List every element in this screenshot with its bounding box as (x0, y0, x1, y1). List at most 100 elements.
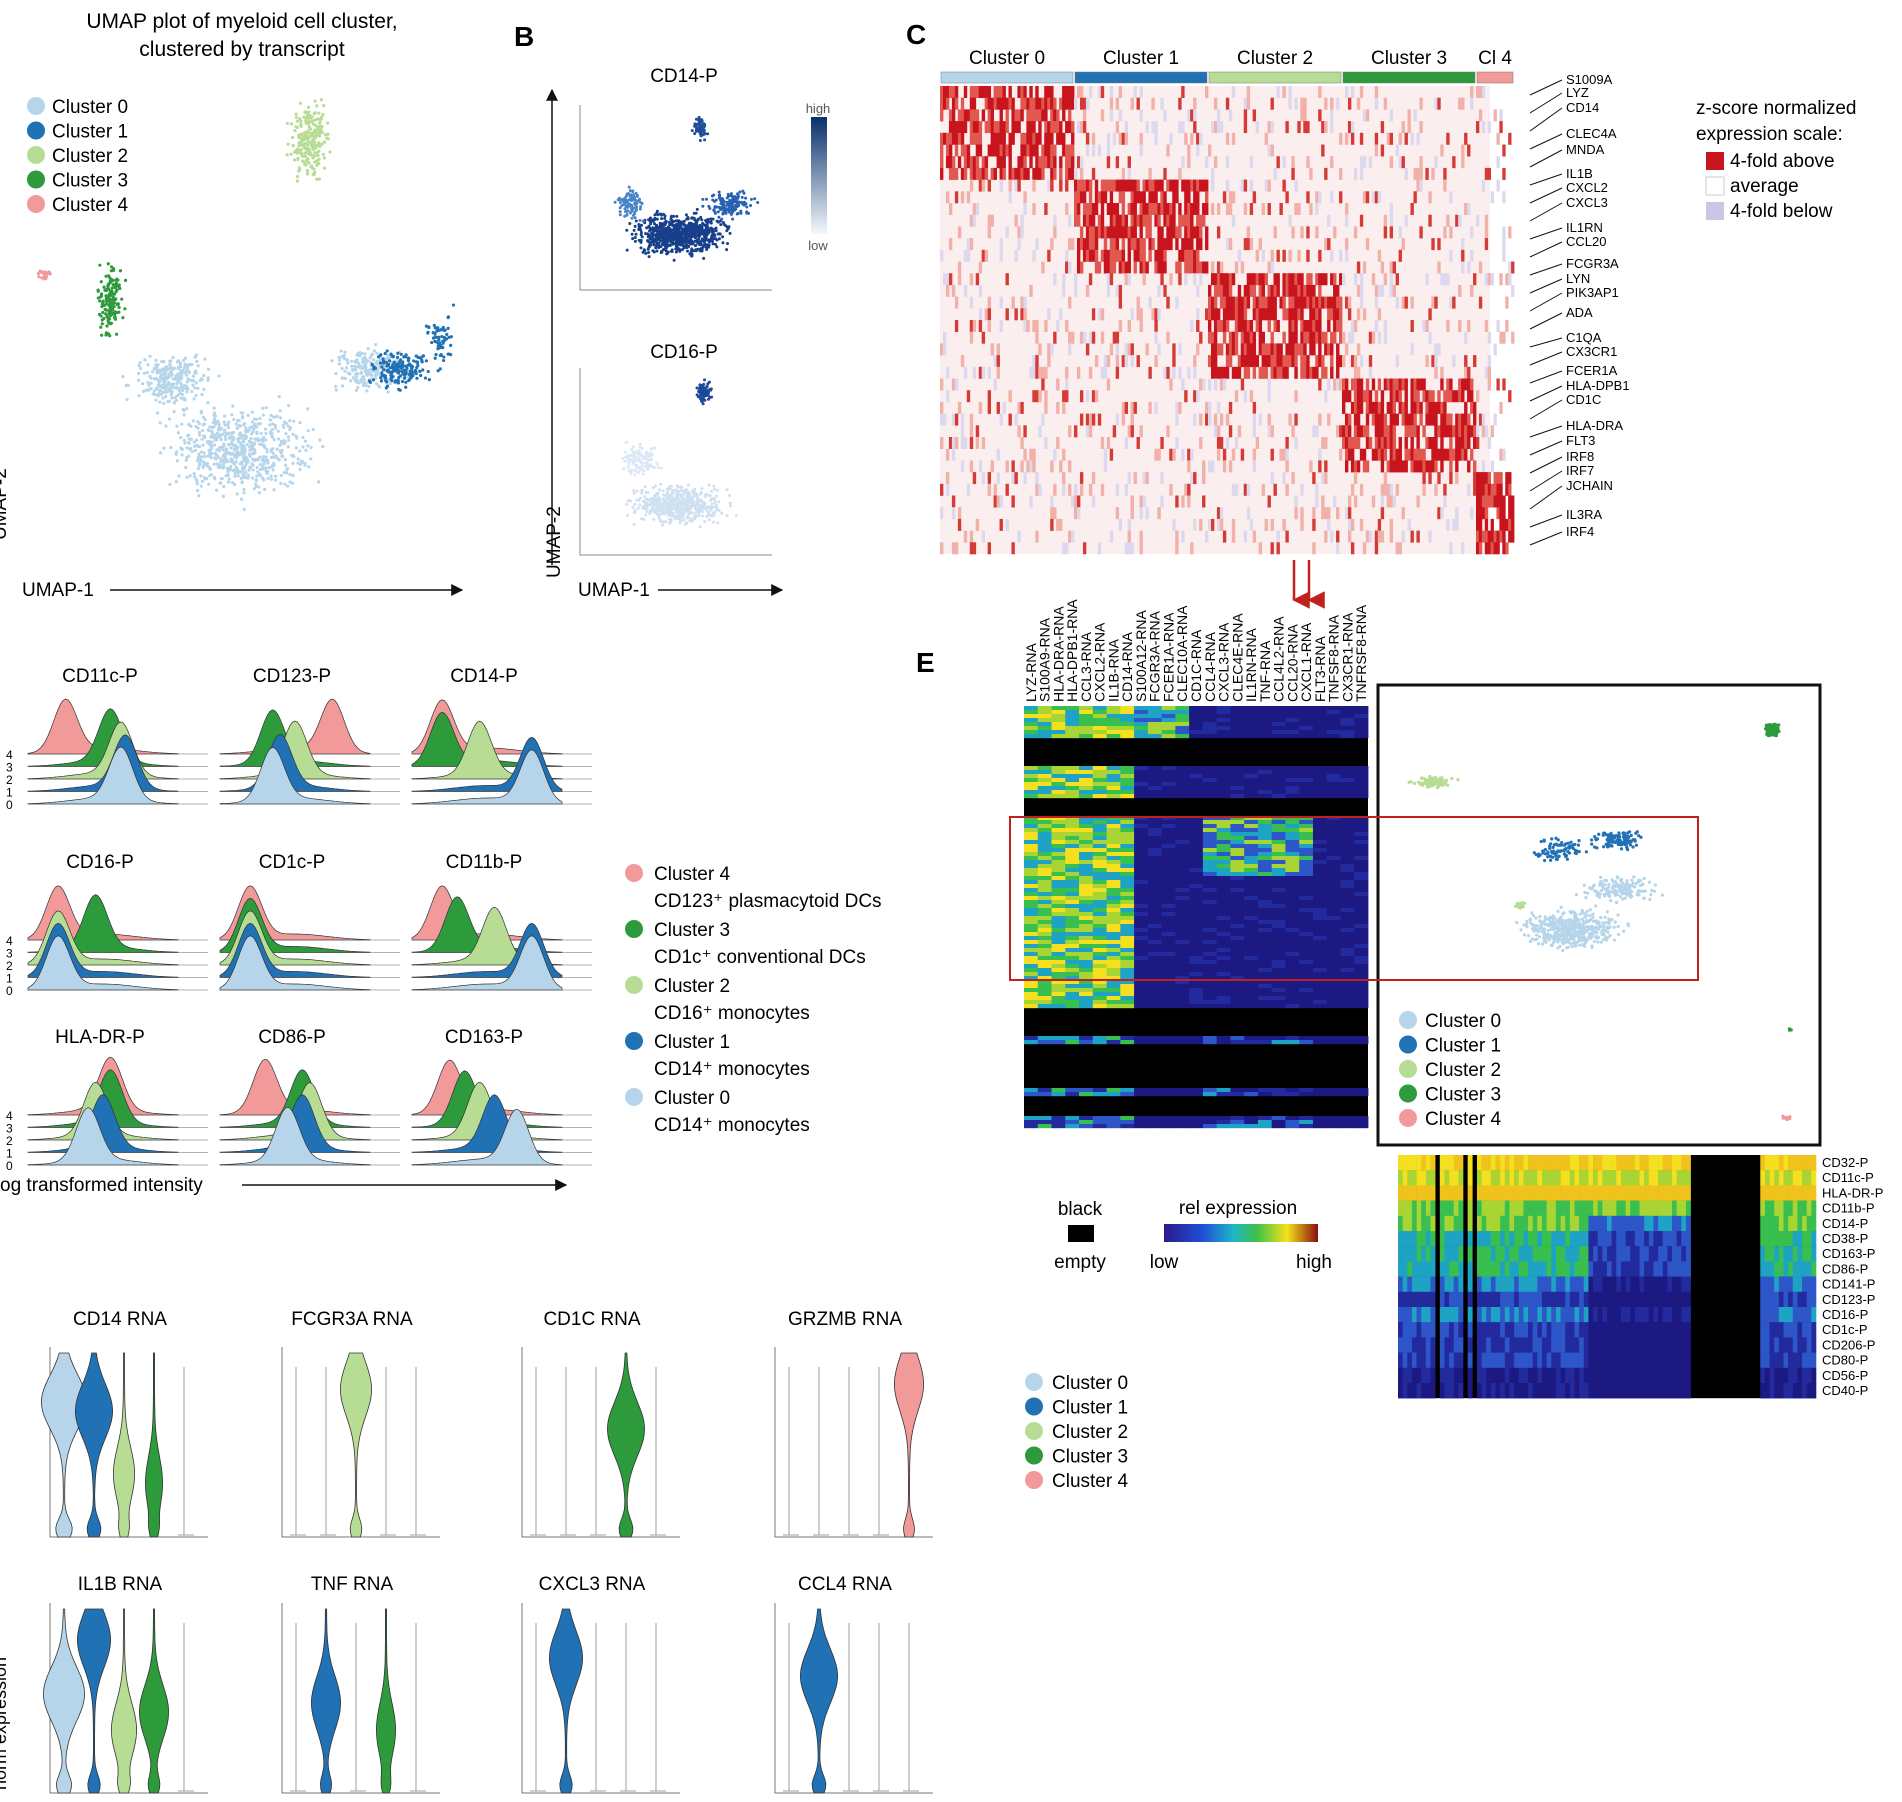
heatmap-cell (1163, 191, 1167, 204)
point-cluster-0 (256, 470, 260, 474)
point-cluster-2 (306, 157, 310, 161)
heatmap-cell (1035, 156, 1039, 169)
heatmap-cell (972, 97, 977, 110)
cd14-point (647, 255, 651, 259)
heatmap-cell (1324, 97, 1328, 110)
heatmap-cell (1190, 214, 1194, 227)
heatmap-cell (1151, 238, 1155, 251)
heatmap-cell (1166, 296, 1170, 309)
heatmap-cell (1478, 86, 1483, 98)
heatmap-cell (1065, 179, 1069, 192)
point-cluster-0 (194, 393, 198, 398)
heatmap-cell (1020, 214, 1024, 227)
heatmap-cell (999, 296, 1003, 309)
heatmap-cell (1085, 343, 1090, 356)
cd14-point (736, 211, 740, 215)
point-cluster-0 (155, 371, 159, 375)
heatmap-cell (1017, 86, 1021, 98)
heatmap-cell (1050, 238, 1054, 251)
heatmap-cell (1076, 191, 1081, 204)
cd14-point (625, 213, 629, 217)
heatmap-cell (1392, 261, 1396, 274)
heatmap-cell (1121, 191, 1126, 204)
cd14-point (707, 204, 711, 208)
heatmap-cell (1091, 132, 1096, 145)
point-cluster-0 (375, 359, 379, 363)
heatmap-cell (1362, 261, 1367, 274)
point-cluster-1 (449, 343, 453, 348)
heatmap-cell (1151, 308, 1155, 321)
heatmap-cell (999, 167, 1003, 180)
point-cluster-0 (142, 371, 146, 375)
cd14-point (655, 242, 659, 246)
heatmap-cell (1216, 343, 1221, 356)
heatmap-cell (1154, 179, 1158, 192)
cd14-point (715, 219, 719, 223)
heatmap-cell (1377, 284, 1382, 297)
heatmap-cell (1216, 284, 1221, 297)
heatmap-cell (975, 86, 980, 98)
heatmap-cell (1029, 86, 1033, 98)
cd14-point (647, 224, 651, 228)
cd16-point (666, 487, 670, 491)
heatmap-cell (1499, 273, 1503, 286)
point-cluster-0 (226, 423, 230, 427)
heatmap-cell (1026, 109, 1030, 122)
heatmap-cell (1085, 179, 1090, 192)
cd14-point (670, 228, 674, 232)
heatmap-cell (1267, 320, 1271, 332)
heatmap-cell (1288, 320, 1292, 332)
heatmap-cell (999, 132, 1003, 145)
cd16-point (704, 388, 708, 392)
heatmap-cell (1359, 214, 1364, 227)
heatmap-cell (1478, 261, 1483, 274)
cd14-point (680, 220, 684, 224)
heatmap-cell (1005, 121, 1009, 134)
heatmap-cell (1169, 132, 1173, 145)
heatmap-cell (1285, 273, 1289, 286)
cd14-point (730, 212, 734, 216)
heatmap-cell (945, 97, 950, 110)
point-cluster-2 (307, 119, 311, 124)
heatmap-cell (1065, 86, 1069, 98)
point-cluster-3 (96, 296, 100, 300)
heatmap-cell (1205, 156, 1209, 169)
heatmap-cell (1094, 179, 1099, 192)
heatmap-cell (1187, 238, 1191, 251)
point-cluster-3 (104, 274, 108, 278)
point-cluster-0 (272, 455, 276, 459)
point-cluster-0 (151, 370, 155, 374)
point-cluster-1 (446, 315, 451, 319)
point-cluster-2 (317, 161, 321, 166)
point-cluster-0 (164, 394, 168, 398)
point-cluster-0 (193, 371, 197, 375)
heatmap-cell (975, 121, 980, 134)
point-cluster-0 (286, 435, 291, 439)
heatmap-cell (1109, 179, 1114, 192)
point-cluster-0 (256, 439, 260, 443)
heatmap-cell (1306, 121, 1310, 134)
heatmap-cell (1213, 296, 1218, 309)
heatmap-cell (1205, 191, 1209, 204)
point-cluster-4 (38, 269, 42, 273)
heatmap-cell (1082, 121, 1087, 134)
point-cluster-0 (174, 398, 179, 402)
heatmap-cell (1231, 214, 1236, 227)
point-cluster-0 (154, 376, 158, 380)
heatmap-cell (945, 156, 950, 169)
cd14-point (701, 197, 705, 201)
heatmap-cell (1404, 167, 1408, 180)
heatmap-cell (1484, 238, 1489, 251)
heatmap-cell (1461, 156, 1465, 169)
heatmap-cell (1166, 226, 1170, 239)
point-cluster-0 (283, 463, 288, 467)
heatmap-cell (948, 86, 953, 98)
heatmap-cell (1336, 296, 1340, 309)
point-cluster-0 (219, 426, 224, 430)
heatmap-cell (960, 167, 965, 180)
heatmap-cell (966, 238, 971, 251)
heatmap-cell (940, 132, 944, 145)
heatmap-cell (1484, 320, 1489, 332)
heatmap-cell (1261, 284, 1265, 297)
heatmap-cell (1157, 308, 1161, 321)
